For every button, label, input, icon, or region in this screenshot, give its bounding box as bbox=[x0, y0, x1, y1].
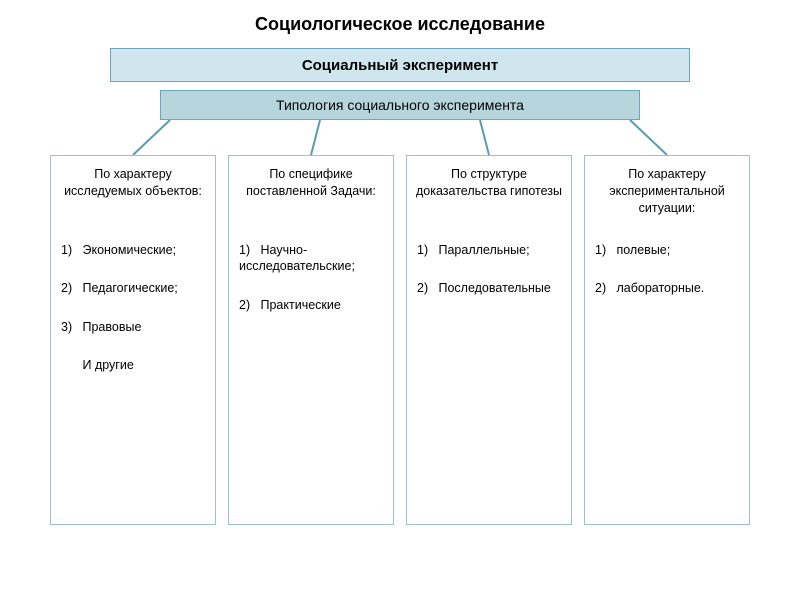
list-item-number: 1) bbox=[417, 242, 435, 258]
list-item-number: 1) bbox=[595, 242, 613, 258]
header-box-experiment-label: Социальный эксперимент bbox=[302, 57, 498, 74]
list-item-number: 2) bbox=[595, 280, 613, 296]
page-title: Социологическое исследование bbox=[0, 0, 800, 35]
column-list: 1) Экономические; 2) Педагогические; 3) Пр… bbox=[59, 242, 207, 373]
column-0: По характеру исследуемых объектов: 1) Эко… bbox=[50, 155, 216, 525]
list-item: 2) Практические bbox=[239, 297, 385, 313]
column-3: По характеру экспериментальной ситуации:… bbox=[584, 155, 750, 525]
column-list: 1) полевые; 2) лабораторные. bbox=[593, 242, 741, 297]
column-2: По структуре доказательства гипотезы 1) П… bbox=[406, 155, 572, 525]
list-item-number: 2) bbox=[239, 297, 257, 313]
list-item: И другие bbox=[61, 357, 207, 373]
list-item-text: Правовые bbox=[82, 320, 141, 334]
header-box-typology: Типология социального эксперимента bbox=[160, 90, 640, 120]
list-item: 2) Педагогические; bbox=[61, 280, 207, 296]
list-item-number: 1) bbox=[239, 242, 257, 258]
list-item-text: Практические bbox=[260, 298, 340, 312]
list-item: 1) Научно-исследовательские; bbox=[239, 242, 385, 275]
list-item-text: Экономические; bbox=[82, 243, 176, 257]
column-list: 1) Параллельные; 2) Последовательные bbox=[415, 242, 563, 297]
list-item: 1) Параллельные; bbox=[417, 242, 563, 258]
column-1: По специфике поставленной Задачи: 1) Науч… bbox=[228, 155, 394, 525]
list-item-text: полевые; bbox=[616, 243, 670, 257]
header-box-typology-label: Типология социального эксперимента bbox=[276, 97, 524, 113]
column-heading: По характеру исследуемых объектов: bbox=[59, 166, 207, 224]
list-item: 2) лабораторные. bbox=[595, 280, 741, 296]
column-heading: По специфике поставленной Задачи: bbox=[237, 166, 385, 224]
list-item-number: 3) bbox=[61, 319, 79, 335]
column-heading: По структуре доказательства гипотезы bbox=[415, 166, 563, 224]
list-item-number: 1) bbox=[61, 242, 79, 258]
list-item-text: лабораторные. bbox=[616, 281, 704, 295]
list-item-number: 2) bbox=[61, 280, 79, 296]
list-item-text: Научно-исследовательские; bbox=[239, 243, 355, 273]
list-item-text: Параллельные; bbox=[438, 243, 529, 257]
column-heading: По характеру экспериментальной ситуации: bbox=[593, 166, 741, 224]
header-box-experiment: Социальный эксперимент bbox=[110, 48, 690, 82]
columns-container: По характеру исследуемых объектов: 1) Эко… bbox=[50, 155, 750, 525]
list-item: 2) Последовательные bbox=[417, 280, 563, 296]
list-item-text: И другие bbox=[82, 358, 133, 372]
list-item-text: Последовательные bbox=[438, 281, 550, 295]
list-item-text: Педагогические; bbox=[82, 281, 177, 295]
column-list: 1) Научно-исследовательские; 2) Практичес… bbox=[237, 242, 385, 313]
list-item: 1) Экономические; bbox=[61, 242, 207, 258]
list-item: 3) Правовые bbox=[61, 319, 207, 335]
list-item: 1) полевые; bbox=[595, 242, 741, 258]
list-item-number: 2) bbox=[417, 280, 435, 296]
